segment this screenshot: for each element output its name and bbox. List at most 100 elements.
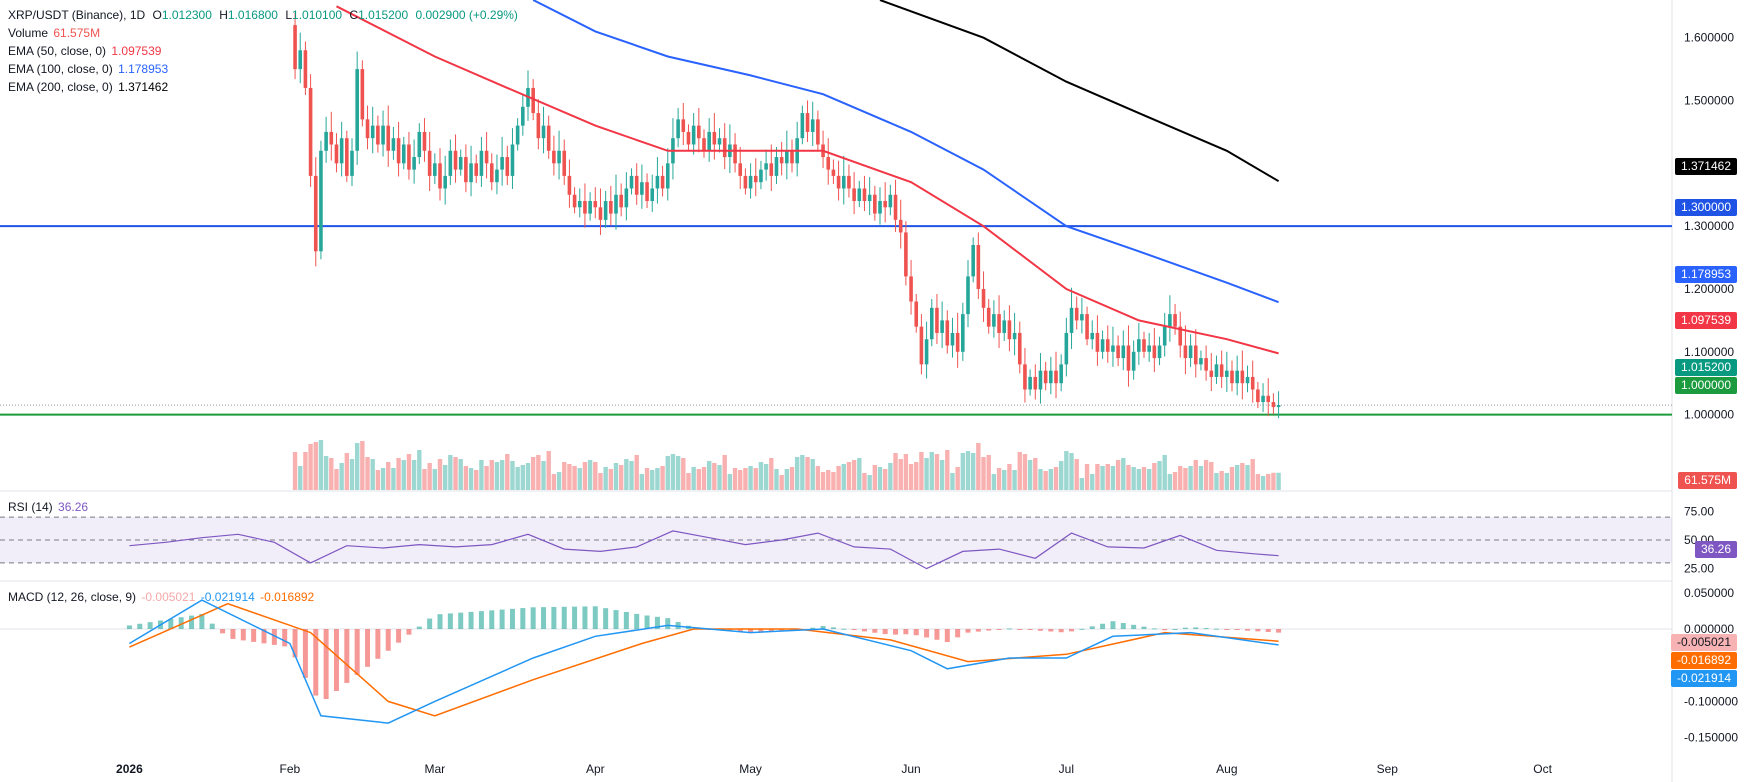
candle-body [588, 201, 592, 214]
volume-bar [1007, 464, 1012, 490]
volume-bar [401, 460, 406, 490]
candle-body [329, 131, 334, 145]
candle-body [769, 163, 774, 176]
volume-bar [712, 463, 717, 490]
volume-bar [1033, 458, 1038, 490]
time-tick-label: Oct [1533, 762, 1552, 776]
candle-body [598, 207, 603, 220]
volume-bar [888, 463, 893, 490]
volume-bar [939, 460, 945, 490]
volume-bar [851, 460, 857, 490]
volume-bar [1198, 466, 1204, 490]
macd-hist-bar [406, 629, 412, 635]
macd-hist-bar [1027, 629, 1033, 631]
volume-bar [686, 473, 691, 490]
legend-ema200: EMA (200, close, 0) 1.371462 [8, 80, 169, 94]
candle-body [443, 175, 447, 189]
macd-hist-bar [251, 629, 257, 642]
macd-hist-bar [810, 627, 816, 630]
volume-bar [836, 466, 841, 490]
volume-bar [965, 451, 971, 490]
macd-hist-bar [292, 629, 298, 658]
candle-body [1225, 370, 1229, 377]
candle-body [852, 188, 856, 202]
macd-hist-bar [986, 629, 992, 631]
volume-bar [375, 470, 381, 490]
volume-bar [986, 455, 991, 490]
volume-bar [805, 457, 810, 490]
macd-hist-bar [437, 614, 443, 630]
candle-body [1100, 339, 1105, 352]
candle-body [1116, 345, 1120, 359]
macd-hist-bar [1037, 629, 1043, 631]
volume-bar [1209, 462, 1214, 490]
volume-bar [1095, 464, 1100, 490]
macd-hist-bar [230, 629, 236, 639]
candle-body [350, 150, 354, 176]
volume-bar [479, 460, 484, 490]
macd-hist-bar [302, 629, 308, 678]
candle-body [1219, 364, 1224, 377]
candle-body [567, 175, 572, 195]
candle-body [779, 157, 784, 164]
volume-bar [789, 467, 795, 490]
volume-bar [318, 440, 324, 490]
volume-bar [453, 457, 458, 490]
volume-bar [727, 474, 733, 490]
macd-hist-bar [872, 629, 878, 633]
macd-hist-bar [975, 629, 981, 632]
volume-bar [303, 452, 308, 490]
candle-body [619, 194, 623, 208]
candle-body [914, 301, 919, 327]
candle-body [785, 150, 789, 164]
candle-body [360, 69, 365, 120]
volume-bar [499, 460, 505, 490]
candle-body [1261, 395, 1265, 403]
volume-bar [1193, 460, 1198, 490]
candle-body [1137, 339, 1141, 352]
candle-body [453, 150, 458, 170]
volume-bar [748, 466, 753, 490]
macd-hist-bar [375, 629, 381, 659]
macd-hist-bar [634, 613, 640, 630]
volume-bar [970, 453, 976, 490]
candle-body [1023, 364, 1027, 390]
volume-bar [1074, 459, 1079, 490]
volume-bar [593, 462, 598, 490]
volume-bar [1110, 466, 1116, 490]
price-tick-label: 1.200000 [1684, 282, 1734, 296]
candle-body [319, 150, 323, 252]
candle-body [805, 113, 810, 132]
candle-body [826, 157, 831, 170]
volume-bar [872, 465, 878, 490]
candle-body [1256, 389, 1260, 403]
volume-bar [587, 460, 593, 490]
tag-volume: 61.575M [1678, 472, 1737, 489]
volume-bar [1100, 466, 1105, 490]
macd-hist-bar [551, 606, 557, 630]
macd-hist-bar [530, 607, 536, 630]
candle-body [1054, 370, 1058, 384]
macd-hist-bar [996, 629, 1002, 631]
candle-body [1043, 370, 1048, 384]
candle-body [1183, 345, 1188, 359]
low-value: 1.010100 [292, 8, 343, 22]
candle-body [867, 194, 872, 202]
macd-hist-bar [893, 629, 899, 635]
volume-bar [624, 459, 629, 490]
macd-hist-bar [147, 622, 153, 630]
candle-body [593, 201, 598, 208]
symbol-name: XRP/USDT (Binance), 1D [8, 8, 146, 22]
macd-hist-bar [841, 628, 847, 630]
candle-body [1157, 345, 1162, 359]
candle-body [929, 307, 934, 340]
time-tick-label: Jul [1059, 762, 1074, 776]
macd-hist-bar [768, 629, 774, 632]
macd-hist-bar [665, 618, 671, 630]
volume-bar [598, 473, 603, 490]
volume-bar [396, 458, 401, 490]
legend-rsi: RSI (14) 36.26 [8, 500, 89, 514]
candle-body [391, 138, 396, 151]
volume-bar [474, 470, 479, 490]
